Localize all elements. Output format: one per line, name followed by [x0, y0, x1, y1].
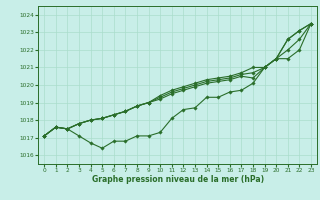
- X-axis label: Graphe pression niveau de la mer (hPa): Graphe pression niveau de la mer (hPa): [92, 175, 264, 184]
